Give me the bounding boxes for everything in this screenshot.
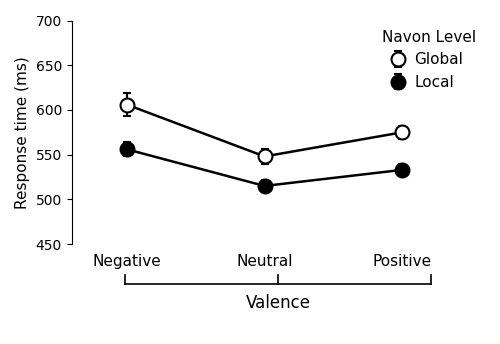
Y-axis label: Response time (ms): Response time (ms) bbox=[15, 56, 30, 209]
Legend: Global, Local: Global, Local bbox=[376, 23, 482, 96]
X-axis label: Valence: Valence bbox=[246, 294, 311, 312]
